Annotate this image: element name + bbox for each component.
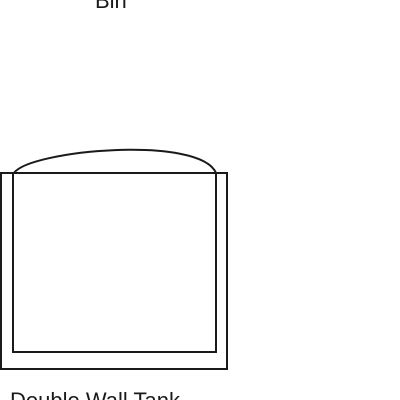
outer-wall (0, 172, 228, 370)
dome-roof (13, 148, 217, 174)
bin-label: Bin (95, 0, 127, 13)
inner-wall (12, 173, 217, 353)
double-wall-tank-label: Double Wall Tank (10, 390, 180, 400)
